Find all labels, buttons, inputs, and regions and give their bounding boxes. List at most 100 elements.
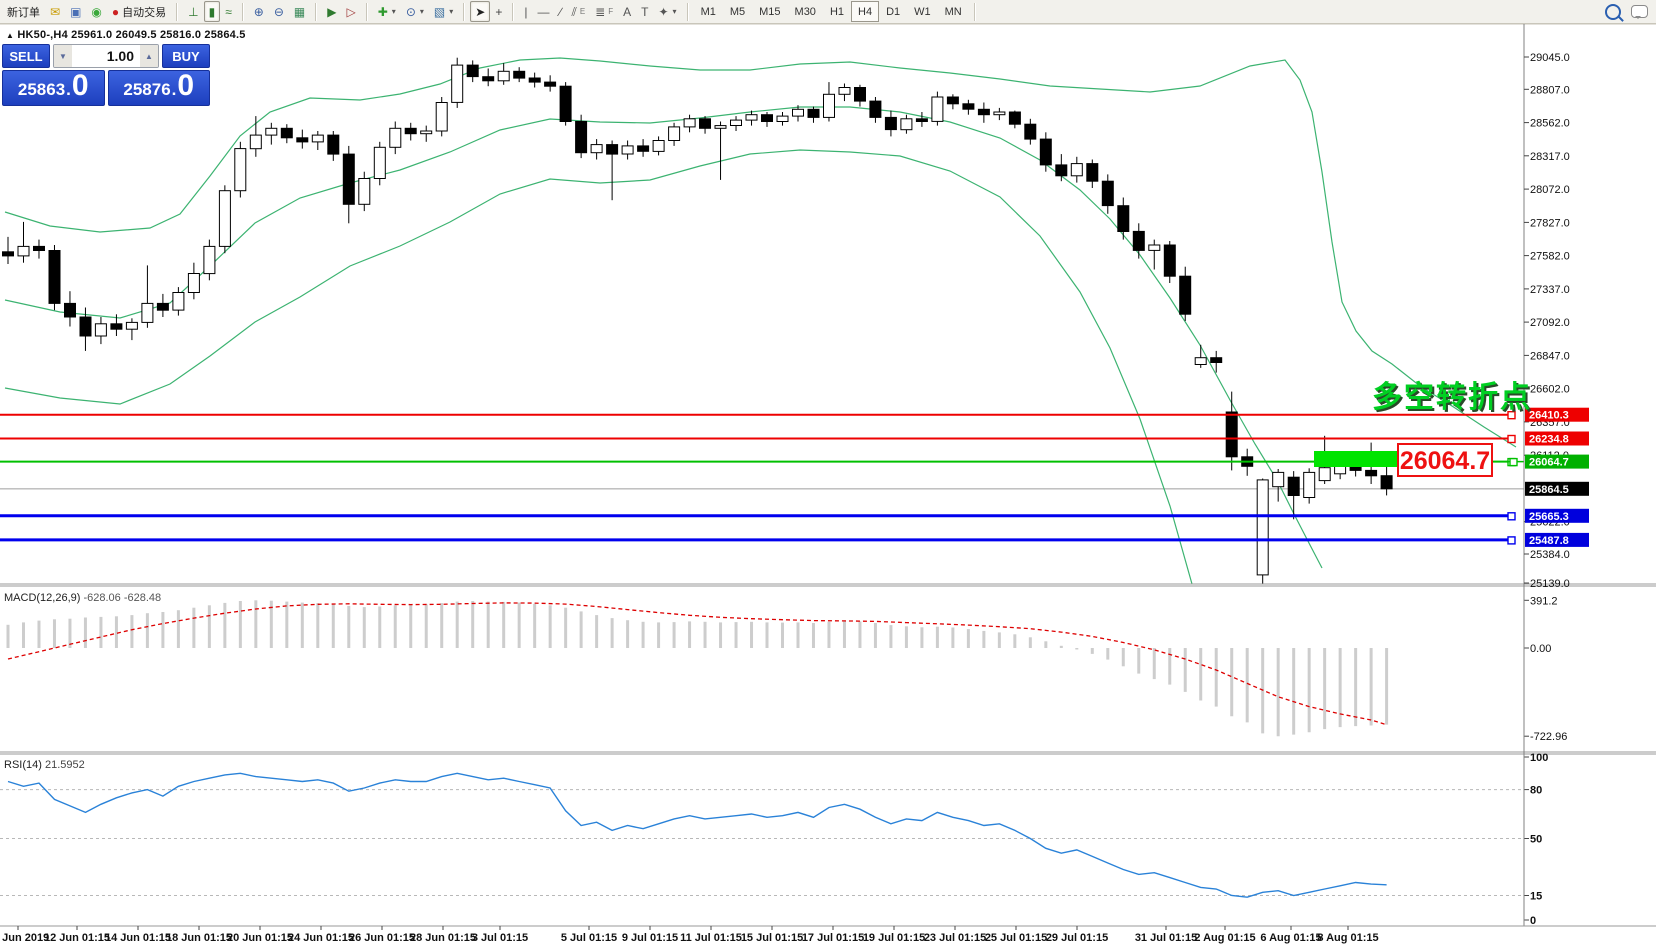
price-axis-label: 28562.0 bbox=[1530, 118, 1570, 130]
candle bbox=[884, 116, 897, 131]
line-end-marker[interactable] bbox=[1507, 411, 1516, 420]
bollinger-upper-band bbox=[4, 57, 1517, 448]
zoom-out-button[interactable]: ⊖ bbox=[269, 1, 289, 22]
macd-axis-label: 0.00 bbox=[1530, 643, 1551, 655]
channel-icon: ⫽ bbox=[571, 4, 577, 19]
candle bbox=[1070, 163, 1083, 177]
timeframe-D1-button[interactable]: D1 bbox=[886, 5, 901, 18]
channel-button[interactable]: ⫽ E bbox=[566, 1, 590, 22]
timeframe-H4-button[interactable]: H4 bbox=[851, 1, 880, 22]
candle bbox=[156, 302, 169, 311]
candle bbox=[203, 245, 216, 275]
candlestick-button[interactable]: ▮ bbox=[203, 1, 221, 22]
timeframe-M30-button[interactable]: M30 bbox=[794, 5, 816, 18]
candle bbox=[79, 316, 92, 337]
terminal-icon: ▣ bbox=[70, 4, 82, 19]
toolbar-separator bbox=[973, 2, 976, 21]
price-callout-box: 26064.7 bbox=[1397, 443, 1524, 477]
horizontal-line-button[interactable]: — bbox=[532, 1, 554, 22]
rsi-pane: RSI(14) 21.5952 100 80 50 15 0 bbox=[0, 751, 1656, 927]
one-click-trade-panel: SELL ▼ 1.00 ▲ BUY 25863. 0 25876. 0 bbox=[2, 44, 210, 106]
timeframe-M5-button[interactable]: M5 bbox=[729, 5, 746, 18]
trendline-button[interactable]: ∕ bbox=[554, 1, 566, 22]
timeframe-M1-button[interactable]: M1 bbox=[700, 5, 716, 18]
chevron-down-icon: ▾ bbox=[672, 7, 677, 16]
chat-icon[interactable] bbox=[1631, 5, 1648, 19]
signals-button[interactable]: ◉ bbox=[86, 1, 106, 22]
fibonacci-icon-sub: F bbox=[608, 7, 614, 16]
label-button[interactable]: T bbox=[636, 1, 653, 22]
vertical-line-button[interactable]: | bbox=[519, 1, 532, 22]
line-chart-button[interactable]: ≈ bbox=[220, 1, 237, 22]
cursor-button[interactable]: ➤ bbox=[470, 1, 491, 22]
timeframe-M15-button[interactable]: M15 bbox=[759, 5, 781, 18]
green-highlight-rectangle[interactable] bbox=[1314, 451, 1422, 467]
indicators-button[interactable]: ✚ ▾ bbox=[373, 1, 401, 22]
candle bbox=[373, 146, 386, 180]
green-rectangle-object[interactable] bbox=[1314, 451, 1422, 467]
new-order-button[interactable]: 新订单 bbox=[2, 1, 45, 22]
timeframe-MN-button[interactable]: MN bbox=[944, 5, 962, 18]
candle bbox=[621, 145, 634, 155]
text-icon: A bbox=[623, 4, 632, 19]
axis-price-badge bbox=[1525, 532, 1589, 547]
line-end-marker[interactable] bbox=[1507, 536, 1516, 545]
text-button[interactable]: A bbox=[618, 1, 636, 22]
line-end-marker[interactable] bbox=[1507, 434, 1516, 444]
mail-icon: ✉ bbox=[50, 4, 61, 19]
candle bbox=[296, 137, 309, 143]
buy-price-button[interactable]: 25876. 0 bbox=[107, 70, 210, 106]
callout-price-text: 26064.7 bbox=[1400, 447, 1490, 475]
candle bbox=[48, 250, 61, 304]
mail-button[interactable]: ✉ bbox=[45, 1, 65, 22]
candle bbox=[1256, 479, 1269, 576]
new-order-button-label: 新订单 bbox=[7, 6, 40, 19]
time-axis-label: 18 Jun 01:15 bbox=[166, 932, 232, 944]
buy-price-dot: . bbox=[171, 80, 177, 99]
bar-chart-button[interactable]: ⊥ bbox=[183, 1, 203, 22]
candle bbox=[187, 273, 200, 293]
axis-price-badge-text: 25864.5 bbox=[1529, 484, 1569, 496]
time-axis-label: 6 Aug 01:15 bbox=[1260, 932, 1321, 944]
candle bbox=[435, 102, 448, 132]
candle bbox=[2, 251, 14, 257]
candle bbox=[946, 96, 959, 105]
autotrading-button[interactable]: ● 自动交易 bbox=[107, 1, 171, 22]
time-axis-label: 25 Jul 01:15 bbox=[985, 932, 1047, 944]
volume-value[interactable]: 1.00 bbox=[106, 48, 134, 64]
volume-decrease-button[interactable]: ▼ bbox=[54, 45, 72, 67]
tile-windows-button[interactable]: ▦ bbox=[289, 1, 310, 22]
sell-price-button[interactable]: 25863. 0 bbox=[2, 70, 105, 106]
sell-button[interactable]: SELL bbox=[2, 44, 50, 68]
main-toolbar: 新订单 ✉ ▣ ◉ ● 自动交易 ⊥ ▮ ≈ ⊕ ⊖ ▦ ▶ ▷ ✚ ▾ ⊙ ▾ ▧ ▾ ➤ + | — ∕ ⫽ E ≣ F A T ✦ ▾ M1… bbox=[0, 0, 1656, 24]
search-icon[interactable] bbox=[1605, 3, 1621, 20]
timeframe-H1-button[interactable]: H1 bbox=[829, 5, 844, 18]
terminal-button[interactable]: ▣ bbox=[65, 1, 86, 22]
candle bbox=[1039, 138, 1052, 166]
candle bbox=[606, 144, 619, 155]
volume-increase-button[interactable]: ▲ bbox=[140, 45, 158, 67]
candle bbox=[915, 118, 928, 123]
auto-scroll-button[interactable]: ▶ bbox=[322, 1, 341, 22]
clock-icon: ⊙ bbox=[405, 4, 416, 19]
line-end-marker[interactable] bbox=[1507, 512, 1516, 521]
chart-shift-button[interactable]: ▷ bbox=[342, 1, 361, 22]
candle bbox=[1194, 357, 1207, 366]
rsi-axis-label: 15 bbox=[1530, 891, 1542, 903]
templates-button[interactable]: ▧ ▾ bbox=[429, 1, 458, 22]
buy-button[interactable]: BUY bbox=[162, 44, 210, 68]
zoom-in-button[interactable]: ⊕ bbox=[249, 1, 269, 22]
crosshair-button[interactable]: + bbox=[490, 1, 507, 22]
fibonacci-button[interactable]: ≣ F bbox=[590, 1, 618, 22]
volume-spinner[interactable]: ▼ 1.00 ▲ bbox=[53, 44, 159, 68]
periods-button[interactable]: ⊙ ▾ bbox=[401, 1, 429, 22]
horizontal-support-resistance-lines[interactable] bbox=[0, 411, 1516, 545]
symbol-header: ▲ HK50-,H4 25961.0 26049.5 25816.0 25864… bbox=[6, 29, 246, 41]
candle bbox=[249, 134, 262, 150]
time-axis-label: 17 Jul 01:15 bbox=[802, 932, 864, 944]
chevron-down-icon: ▾ bbox=[391, 7, 396, 16]
arrows-button[interactable]: ✦ ▾ bbox=[653, 1, 681, 22]
timeframe-W1-button[interactable]: W1 bbox=[914, 5, 931, 18]
price-axis-label: 27092.0 bbox=[1530, 317, 1570, 329]
